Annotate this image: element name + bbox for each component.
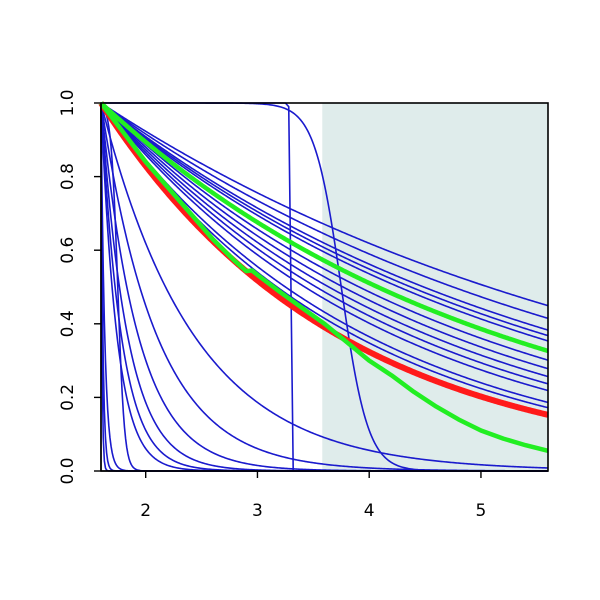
series-line-blue-6 [100,102,549,361]
series-line-blue-8 [100,102,549,378]
y-tick-label-0.4: 0.4 [58,310,78,337]
series-line-blue-14 [100,102,549,469]
series-line-blue-7 [100,102,549,370]
y-tick-label-0.0: 0.0 [58,457,78,484]
series-line-blue-9 [100,102,549,385]
series-line-blue-4 [100,102,549,342]
series-line-blue-2 [100,102,549,331]
series-line-blue-10 [100,102,549,392]
x-tick-label-2: 2 [140,501,151,521]
x-tick-label-4: 4 [364,501,375,521]
x-tick-label-3: 3 [252,501,263,521]
series-line-red-26 [98,101,550,418]
y-tick-label-0.6: 0.6 [58,237,78,264]
plot-frame [100,102,549,472]
y-tick-label-1.0: 1.0 [58,89,78,116]
series-line-blue-3 [100,102,549,337]
series-line-green-28 [99,101,549,453]
series-line-blue-1 [100,102,549,320]
x-tick-label-5: 5 [476,501,487,521]
series-line-blue-0 [100,102,549,307]
y-tick-label-0.8: 0.8 [58,163,78,190]
shaded-region [322,103,548,471]
series-line-green-27 [99,101,550,354]
y-tick-label-0.2: 0.2 [58,384,78,411]
